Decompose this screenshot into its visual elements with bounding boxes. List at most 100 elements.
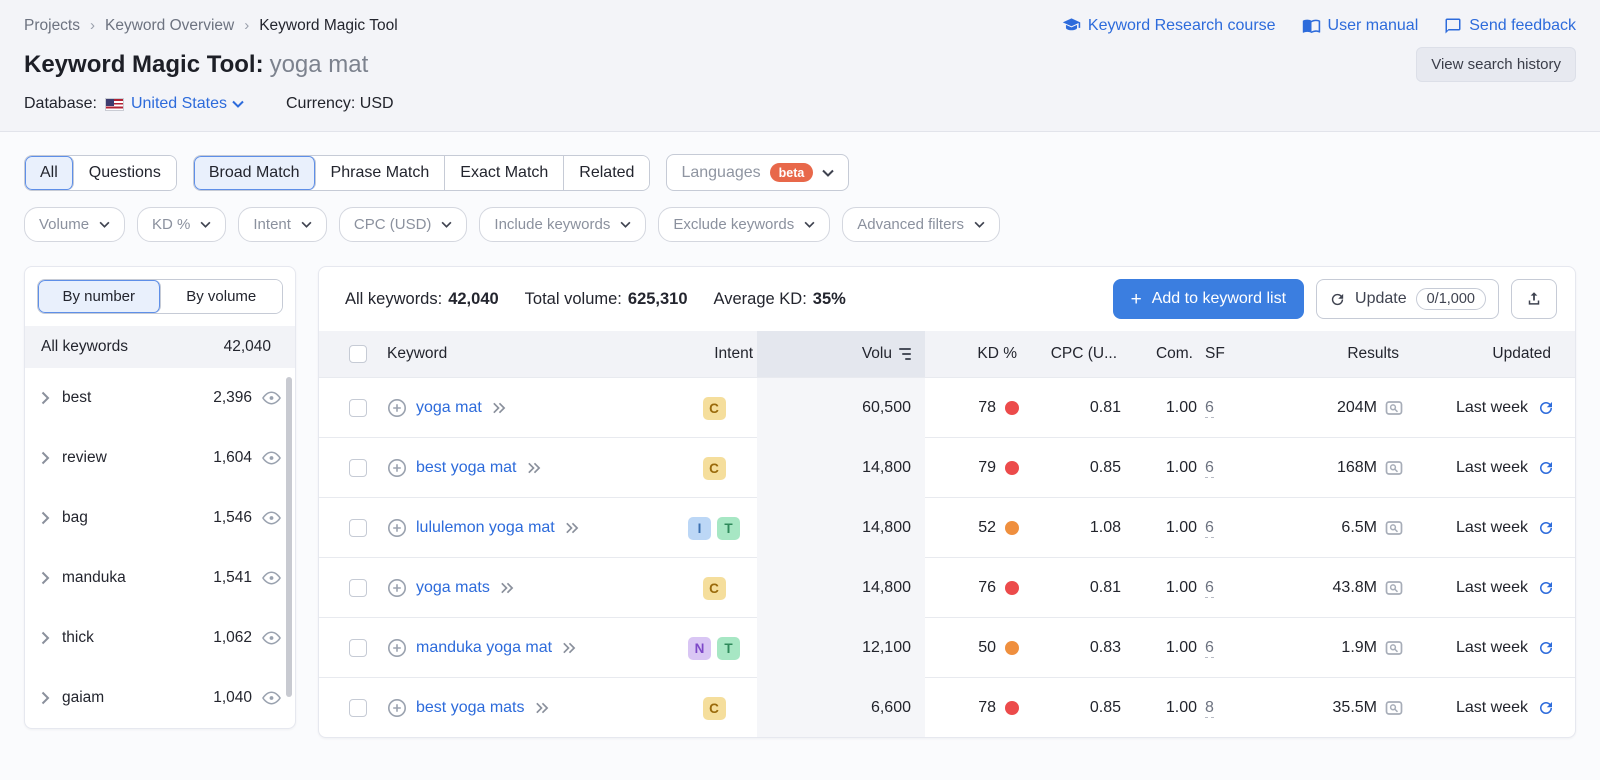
filter-include-keywords[interactable]: Include keywords — [479, 207, 646, 242]
column-header-updated[interactable]: Updated — [1403, 345, 1575, 363]
sidebar-scrollbar[interactable] — [286, 377, 292, 697]
double-chevron-icon[interactable] — [534, 702, 549, 714]
view-search-history-button[interactable]: View search history — [1416, 47, 1576, 82]
column-header-com[interactable]: Com. — [1121, 345, 1197, 363]
double-chevron-icon[interactable] — [526, 462, 541, 474]
column-header-keyword[interactable]: Keyword — [381, 345, 671, 363]
eye-icon[interactable] — [262, 571, 281, 585]
eye-icon[interactable] — [262, 451, 281, 465]
update-button[interactable]: Update 0/1,000 — [1316, 279, 1499, 319]
add-to-keyword-list-button[interactable]: + Add to keyword list — [1113, 279, 1304, 319]
results-value: 43.8M — [1333, 579, 1377, 597]
serp-preview-icon[interactable] — [1385, 459, 1403, 477]
keyword-link[interactable]: yoga mats — [416, 579, 490, 597]
send-feedback-link[interactable]: Send feedback — [1444, 17, 1576, 35]
user-manual-link[interactable]: User manual — [1302, 16, 1419, 35]
tab-related[interactable]: Related — [564, 156, 649, 190]
keyword-link[interactable]: yoga mat — [416, 399, 482, 417]
by-number-toggle[interactable]: By number — [38, 280, 161, 313]
keyword-link[interactable]: best yoga mat — [416, 459, 517, 477]
add-keyword-icon[interactable] — [387, 698, 407, 718]
column-header-kd[interactable]: KD % — [925, 345, 1021, 363]
filter-cpc-usd-[interactable]: CPC (USD) — [339, 207, 468, 242]
serp-preview-icon[interactable] — [1385, 699, 1403, 717]
filter-exclude-keywords[interactable]: Exclude keywords — [658, 207, 830, 242]
filter-volume[interactable]: Volume — [24, 207, 125, 242]
sf-value[interactable]: 6 — [1205, 579, 1214, 598]
breadcrumb-projects[interactable]: Projects — [24, 17, 80, 35]
chevron-right-icon[interactable] — [41, 511, 50, 525]
row-checkbox[interactable] — [349, 459, 367, 477]
add-keyword-icon[interactable] — [387, 578, 407, 598]
keyword-group-item[interactable]: bag 1,546 — [25, 488, 295, 548]
row-checkbox[interactable] — [349, 399, 367, 417]
chevron-right-icon[interactable] — [41, 451, 50, 465]
row-checkbox[interactable] — [349, 579, 367, 597]
sf-value[interactable]: 8 — [1205, 699, 1214, 718]
chevron-right-icon[interactable] — [41, 691, 50, 705]
export-button[interactable] — [1511, 279, 1557, 319]
refresh-icon[interactable] — [1537, 639, 1555, 657]
languages-dropdown[interactable]: Languages beta — [666, 154, 849, 191]
column-header-sf[interactable]: SF — [1197, 345, 1253, 363]
column-header-cpc[interactable]: CPC (U... — [1021, 345, 1121, 363]
tab-phrase-match[interactable]: Phrase Match — [316, 156, 446, 190]
serp-preview-icon[interactable] — [1385, 639, 1403, 657]
tab-questions[interactable]: Questions — [74, 156, 176, 190]
keyword-group-item[interactable]: best 2,396 — [25, 368, 295, 428]
serp-preview-icon[interactable] — [1385, 579, 1403, 597]
breadcrumb-keyword-overview[interactable]: Keyword Overview — [105, 17, 234, 35]
sf-value[interactable]: 6 — [1205, 639, 1214, 658]
by-volume-toggle[interactable]: By volume — [161, 280, 283, 313]
serp-preview-icon[interactable] — [1385, 519, 1403, 537]
column-header-intent[interactable]: Intent — [671, 345, 757, 363]
row-checkbox[interactable] — [349, 519, 367, 537]
all-keywords-row[interactable]: All keywords 42,040 — [25, 326, 295, 368]
keyword-group-item[interactable]: review 1,604 — [25, 428, 295, 488]
row-checkbox[interactable] — [349, 699, 367, 717]
select-all-checkbox[interactable] — [349, 345, 367, 363]
filters-row: Volume KD % Intent CPC (USD) Include key… — [24, 207, 1576, 242]
database-selector[interactable]: United States — [131, 95, 244, 113]
filter-kd-[interactable]: KD % — [137, 207, 226, 242]
sf-value[interactable]: 6 — [1205, 519, 1214, 538]
refresh-icon[interactable] — [1537, 699, 1555, 717]
sf-value[interactable]: 6 — [1205, 459, 1214, 478]
tab-broad-match[interactable]: Broad Match — [194, 156, 316, 190]
chevron-right-icon[interactable] — [41, 391, 50, 405]
eye-icon[interactable] — [262, 691, 281, 705]
column-header-results[interactable]: Results — [1253, 345, 1403, 363]
chevron-right-icon[interactable] — [41, 631, 50, 645]
tab-all[interactable]: All — [25, 156, 74, 190]
add-keyword-icon[interactable] — [387, 638, 407, 658]
filter-advanced-filters[interactable]: Advanced filters — [842, 207, 1000, 242]
keyword-link[interactable]: lululemon yoga mat — [416, 519, 555, 537]
double-chevron-icon[interactable] — [561, 642, 576, 654]
keyword-link[interactable]: manduka yoga mat — [416, 639, 552, 657]
refresh-icon[interactable] — [1537, 459, 1555, 477]
eye-icon[interactable] — [262, 391, 281, 405]
eye-icon[interactable] — [262, 631, 281, 645]
refresh-icon[interactable] — [1537, 399, 1555, 417]
add-keyword-icon[interactable] — [387, 518, 407, 538]
column-header-volume[interactable]: Volu — [757, 331, 925, 377]
chevron-right-icon[interactable] — [41, 571, 50, 585]
keyword-group-item[interactable]: manduka 1,541 — [25, 548, 295, 608]
tab-exact-match[interactable]: Exact Match — [445, 156, 564, 190]
keyword-research-course-link[interactable]: Keyword Research course — [1062, 16, 1276, 35]
eye-icon[interactable] — [262, 511, 281, 525]
double-chevron-icon[interactable] — [491, 402, 506, 414]
row-checkbox[interactable] — [349, 639, 367, 657]
add-keyword-icon[interactable] — [387, 398, 407, 418]
double-chevron-icon[interactable] — [564, 522, 579, 534]
keyword-group-item[interactable]: gaiam 1,040 — [25, 668, 295, 728]
sf-value[interactable]: 6 — [1205, 399, 1214, 418]
serp-preview-icon[interactable] — [1385, 399, 1403, 417]
add-keyword-icon[interactable] — [387, 458, 407, 478]
refresh-icon[interactable] — [1537, 519, 1555, 537]
keyword-group-item[interactable]: thick 1,062 — [25, 608, 295, 668]
keyword-link[interactable]: best yoga mats — [416, 699, 525, 717]
refresh-icon[interactable] — [1537, 579, 1555, 597]
double-chevron-icon[interactable] — [499, 582, 514, 594]
filter-intent[interactable]: Intent — [238, 207, 327, 242]
